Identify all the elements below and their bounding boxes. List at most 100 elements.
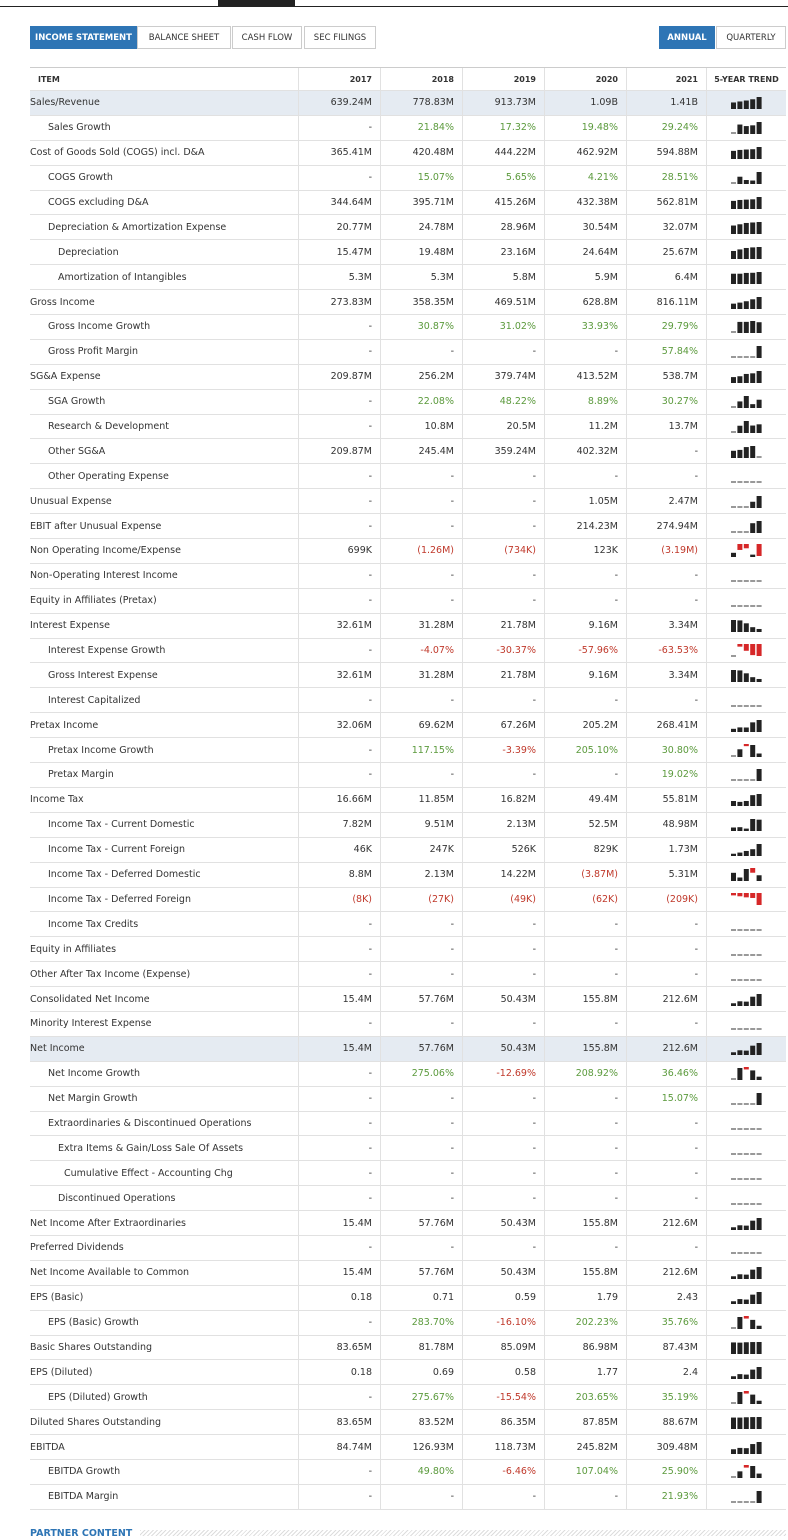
trend-dash	[743, 705, 749, 707]
value-cell: 0.18	[298, 1285, 380, 1310]
trend-bar	[736, 670, 742, 682]
trend-bar	[749, 125, 755, 135]
trend-bar	[730, 151, 736, 160]
trend-dash	[743, 481, 749, 483]
value-cell: 469.51M	[462, 290, 544, 315]
row-label: Pretax Income Growth	[48, 744, 154, 756]
value-cell: -	[298, 563, 380, 588]
trend-bar	[756, 322, 762, 334]
trend-dash	[736, 1252, 742, 1254]
trend-dash	[730, 1028, 736, 1030]
trend-dash	[730, 705, 736, 707]
sparkline	[730, 979, 762, 981]
trend-dash	[736, 705, 742, 707]
value-cell: -	[298, 115, 380, 140]
trend-bar	[756, 520, 762, 533]
row-label: Non Operating Income/Expense	[30, 545, 181, 557]
trend-dash	[749, 1203, 755, 1205]
value-cell: 268.41M	[626, 713, 706, 738]
value-cell: -	[544, 1186, 626, 1211]
trend-cell	[706, 1211, 786, 1235]
trend-bar	[749, 722, 755, 732]
trend-bar	[749, 1369, 755, 1379]
value-cell: 639.24M	[298, 91, 380, 115]
value-cell: 379.74M	[462, 364, 544, 389]
row-label: EBIT after Unusual Expense	[30, 520, 162, 532]
table-row: EPS (Basic) 0.18 0.71 0.59 1.79 2.43	[30, 1285, 786, 1311]
sparkline	[730, 544, 762, 558]
column-header: 2018	[380, 68, 462, 90]
value-cell: 50.43M	[462, 1260, 544, 1285]
value-cell: -	[626, 937, 706, 962]
sparkline	[730, 819, 762, 832]
trend-cell	[706, 937, 786, 962]
trend-dash	[756, 1028, 762, 1030]
trend-dash	[743, 1178, 749, 1180]
trend-bar	[743, 222, 749, 234]
trend-bar	[749, 1416, 755, 1429]
sparkline	[730, 221, 762, 234]
value-cell: 1.05M	[544, 489, 626, 514]
period-button[interactable]: QUARTERLY	[716, 26, 786, 49]
value-cell: 462.92M	[544, 140, 626, 165]
active-nav-tab[interactable]	[218, 0, 295, 7]
sparkline	[730, 396, 762, 409]
trend-bar	[756, 221, 762, 234]
tab-button[interactable]: BALANCE SHEET	[137, 26, 231, 49]
trend-dash	[756, 1203, 762, 1205]
tab-button[interactable]: INCOME STATEMENT	[30, 26, 137, 49]
sparkline	[730, 669, 762, 682]
value-cell: 212.6M	[626, 1260, 706, 1285]
trend-bar	[730, 728, 736, 732]
sparkline	[730, 1153, 762, 1155]
trend-bar	[749, 1045, 755, 1056]
value-cell: 33.93%	[544, 315, 626, 339]
trend-dash	[743, 1501, 749, 1503]
value-cell: 57.76M	[380, 987, 462, 1011]
trend-bar	[743, 322, 749, 334]
trend-bar	[730, 620, 736, 633]
value-cell: 245.4M	[380, 439, 462, 464]
tab-button[interactable]: CASH FLOW	[232, 26, 302, 49]
tab-button[interactable]: SEC FILINGS	[304, 26, 376, 49]
value-cell: 247K	[380, 837, 462, 862]
table-row: Interest Expense 32.61M 31.28M 21.78M 9.16M 3…	[30, 613, 786, 639]
value-cell: 21.78M	[462, 613, 544, 638]
value-cell: 3.34M	[626, 663, 706, 688]
trend-dash	[743, 531, 749, 533]
trend-cell	[706, 837, 786, 862]
trend-cell	[706, 738, 786, 763]
table-row: COGS Growth -15.07% 5.65% 4.21% 28.51%	[30, 165, 786, 191]
period-button[interactable]: ANNUAL	[659, 26, 715, 49]
value-cell: -63.53%	[626, 638, 706, 663]
value-cell: (734K)	[462, 539, 544, 563]
trend-dash	[756, 1178, 762, 1180]
value-cell: 11.85M	[380, 787, 462, 812]
value-cell: -	[298, 489, 380, 514]
value-cell: -	[626, 1186, 706, 1211]
trend-bar	[736, 1224, 742, 1230]
table-row: Preferred Dividends - - - - -	[30, 1235, 786, 1261]
sparkline	[730, 346, 762, 359]
sparkline	[730, 1465, 762, 1479]
value-cell: 50.43M	[462, 1036, 544, 1061]
sparkline	[730, 1390, 762, 1404]
value-cell: 209.87M	[298, 439, 380, 464]
trend-bar	[730, 273, 736, 284]
trend-dash	[730, 1153, 736, 1155]
table-row: Other After Tax Income (Expense) - - - - -	[30, 962, 786, 988]
trend-bar	[736, 224, 742, 234]
value-cell: 32.07M	[626, 215, 706, 240]
value-cell: 5.9M	[544, 265, 626, 290]
value-cell: -	[298, 1136, 380, 1161]
table-row: Non Operating Income/Expense 699K (1.26M)(…	[30, 539, 786, 564]
value-cell: 275.06%	[380, 1061, 462, 1086]
value-cell: 30.27%	[626, 389, 706, 414]
value-cell: 9.16M	[544, 663, 626, 688]
trend-dash	[743, 506, 749, 508]
value-cell: 20.5M	[462, 414, 544, 439]
value-cell: 19.48%	[544, 115, 626, 140]
sparkline	[730, 580, 762, 582]
trend-bar	[736, 877, 742, 882]
row-label: Interest Expense	[30, 620, 110, 632]
